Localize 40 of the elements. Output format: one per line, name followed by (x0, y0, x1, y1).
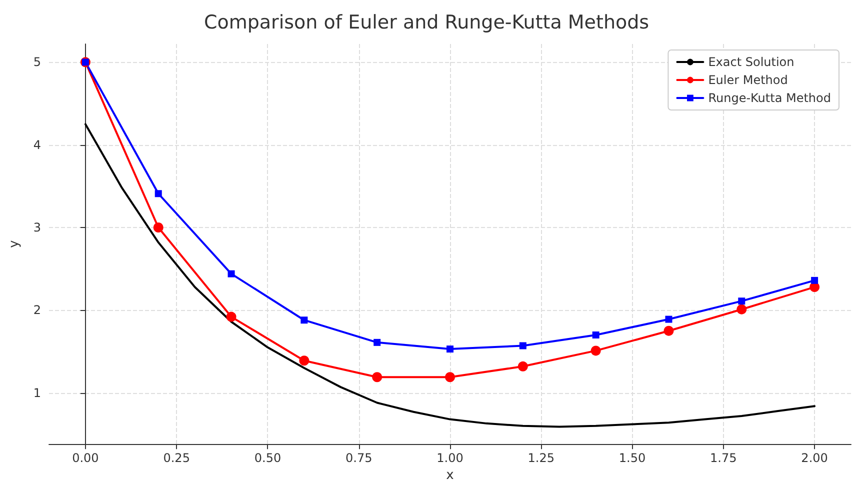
point (519, 342, 526, 350)
x-axis-title: x (446, 468, 454, 483)
y-tick-label: 1 (33, 386, 41, 400)
legend-label: Exact Solution (708, 55, 794, 69)
point (445, 372, 455, 382)
y-tick-label: 5 (33, 55, 41, 70)
line-series (84, 123, 816, 428)
x-tick-label: 1.25 (528, 451, 554, 466)
x-tick-label: 0.50 (254, 451, 282, 466)
y-tick-label: 3 (33, 220, 41, 235)
point (372, 372, 382, 382)
point (154, 190, 162, 198)
point (664, 326, 674, 336)
point (299, 356, 310, 366)
point (300, 316, 308, 324)
point (736, 304, 747, 314)
legend-label: Euler Method (708, 73, 788, 87)
point (153, 222, 164, 233)
x-tick-label: 1.50 (618, 451, 646, 466)
point (592, 331, 600, 338)
point (226, 312, 236, 322)
y-axis-title: y (7, 240, 22, 248)
x-tick-label: 0.00 (72, 451, 99, 466)
chart-title: Comparison of Euler and Runge-Kutta Methods (204, 12, 650, 34)
x-tick-label: 0.25 (163, 451, 190, 466)
point (811, 276, 818, 284)
x-tick-label: 2.00 (801, 451, 828, 466)
x-tick-label: 1.00 (436, 451, 464, 466)
point (590, 346, 601, 356)
legend-label: Runge-Kutta Method (708, 91, 832, 105)
point (738, 298, 746, 305)
point (446, 346, 454, 353)
point (374, 338, 381, 346)
point (518, 361, 528, 372)
point (665, 316, 672, 323)
y-tick-label: 2 (33, 303, 41, 318)
y-tick-label: 4 (33, 138, 41, 152)
point (228, 270, 235, 278)
x-tick-label: 0.75 (346, 451, 372, 466)
x-tick-label: 1.75 (710, 451, 737, 466)
